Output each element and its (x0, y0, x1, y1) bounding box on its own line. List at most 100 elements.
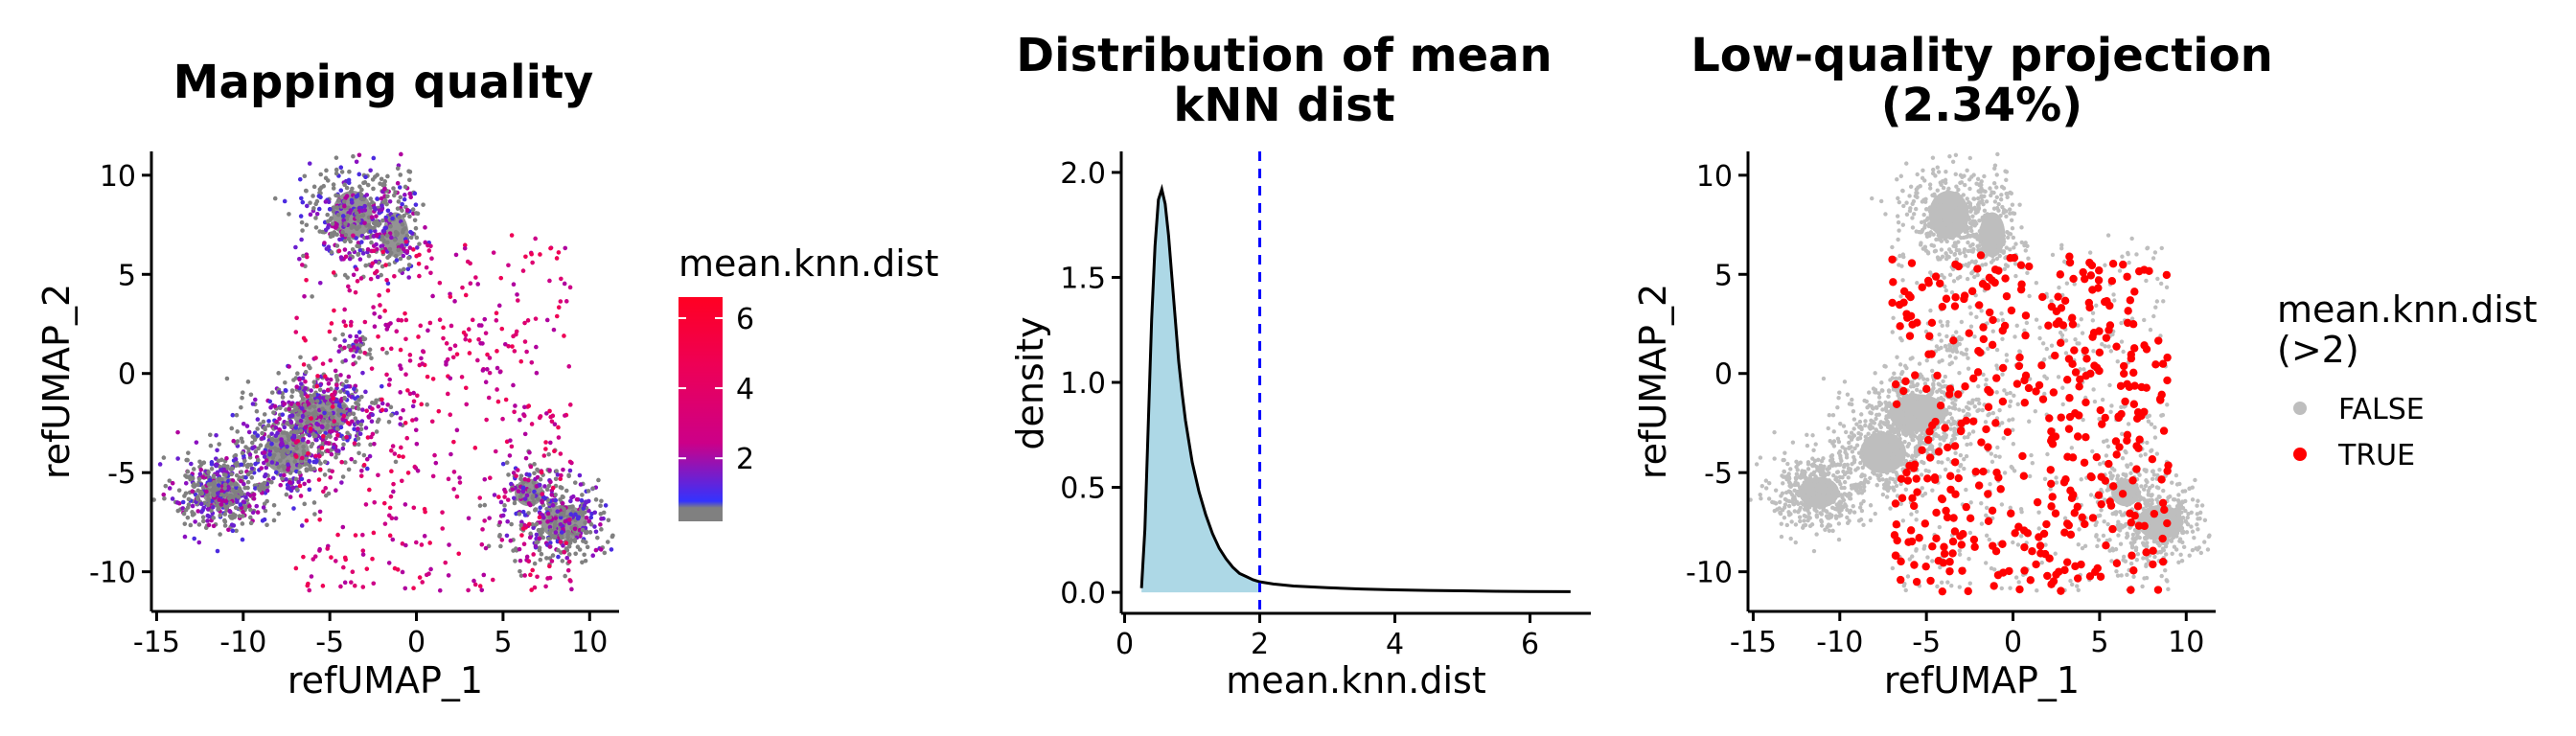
point (353, 533, 358, 538)
point (306, 478, 311, 484)
point (363, 389, 368, 395)
point (205, 518, 210, 523)
point (2205, 547, 2211, 552)
point (297, 256, 302, 262)
point (1931, 167, 1936, 172)
point (2135, 552, 2141, 557)
point (369, 419, 375, 425)
point (1911, 212, 1917, 217)
point (262, 517, 267, 522)
x-axis-ticks: -15 -10 -5 0 5 10 (133, 611, 608, 659)
point (1920, 168, 1925, 173)
point (341, 403, 347, 409)
point (331, 209, 336, 214)
point (543, 584, 548, 589)
point (401, 227, 406, 233)
point (334, 382, 339, 388)
point (1996, 222, 2002, 227)
point (1979, 186, 1984, 192)
point (478, 340, 483, 346)
point (197, 472, 203, 476)
point (1965, 276, 1970, 282)
point (297, 176, 303, 182)
point (1924, 218, 1929, 222)
point (1967, 186, 1972, 192)
point (310, 411, 316, 416)
point (301, 444, 306, 449)
point (306, 439, 310, 445)
point (312, 554, 318, 559)
point (1886, 394, 1891, 400)
point (255, 510, 261, 515)
point (1829, 452, 1835, 458)
point (334, 488, 338, 494)
point (1802, 513, 1806, 518)
y-tick-label: 0.5 (1060, 472, 1106, 506)
point (1782, 515, 1787, 520)
point (385, 288, 391, 293)
panel-gap (1618, 29, 1637, 134)
point (342, 396, 347, 402)
point (234, 528, 239, 534)
point (509, 521, 514, 527)
point (1888, 435, 1894, 440)
point (2128, 471, 2133, 475)
point (1964, 347, 1969, 353)
point (1842, 380, 1848, 384)
point (1940, 357, 1944, 363)
point (316, 206, 322, 212)
x-tick-label: 5 (494, 626, 512, 659)
point (1963, 253, 1968, 259)
point (1885, 402, 1891, 406)
point (269, 479, 274, 485)
point (502, 507, 507, 513)
point (1918, 183, 1922, 189)
point (2144, 468, 2149, 472)
point (1847, 402, 1852, 406)
point (560, 500, 565, 506)
point (1924, 234, 1930, 240)
point (327, 329, 333, 334)
point (498, 543, 503, 549)
point (318, 382, 323, 388)
point (289, 394, 294, 400)
point (572, 526, 578, 532)
point (544, 487, 550, 492)
point (1844, 504, 1849, 509)
point (1921, 401, 1927, 406)
point (542, 484, 547, 489)
point (326, 380, 332, 386)
point (386, 561, 392, 565)
point (403, 336, 408, 342)
point (1982, 208, 1988, 214)
point (451, 470, 457, 474)
point (1926, 415, 1931, 420)
point (1854, 422, 1859, 426)
point (359, 419, 365, 424)
point (494, 318, 499, 323)
point (1875, 437, 1880, 442)
point (1900, 416, 1905, 421)
point (260, 430, 264, 436)
point (549, 493, 555, 497)
point (526, 403, 532, 408)
point (2196, 527, 2200, 532)
point (231, 523, 237, 528)
point (397, 453, 402, 459)
point (573, 512, 578, 518)
point (356, 330, 362, 334)
point (1807, 523, 1813, 529)
point (249, 466, 255, 472)
point (216, 458, 221, 464)
point (167, 478, 172, 483)
point (1874, 390, 1878, 395)
point (314, 399, 320, 403)
point (304, 415, 310, 421)
point (295, 402, 301, 406)
point (1813, 442, 1818, 447)
point (568, 498, 573, 504)
point (356, 193, 361, 197)
point (559, 472, 564, 478)
point (494, 349, 499, 354)
point (1896, 219, 1901, 225)
